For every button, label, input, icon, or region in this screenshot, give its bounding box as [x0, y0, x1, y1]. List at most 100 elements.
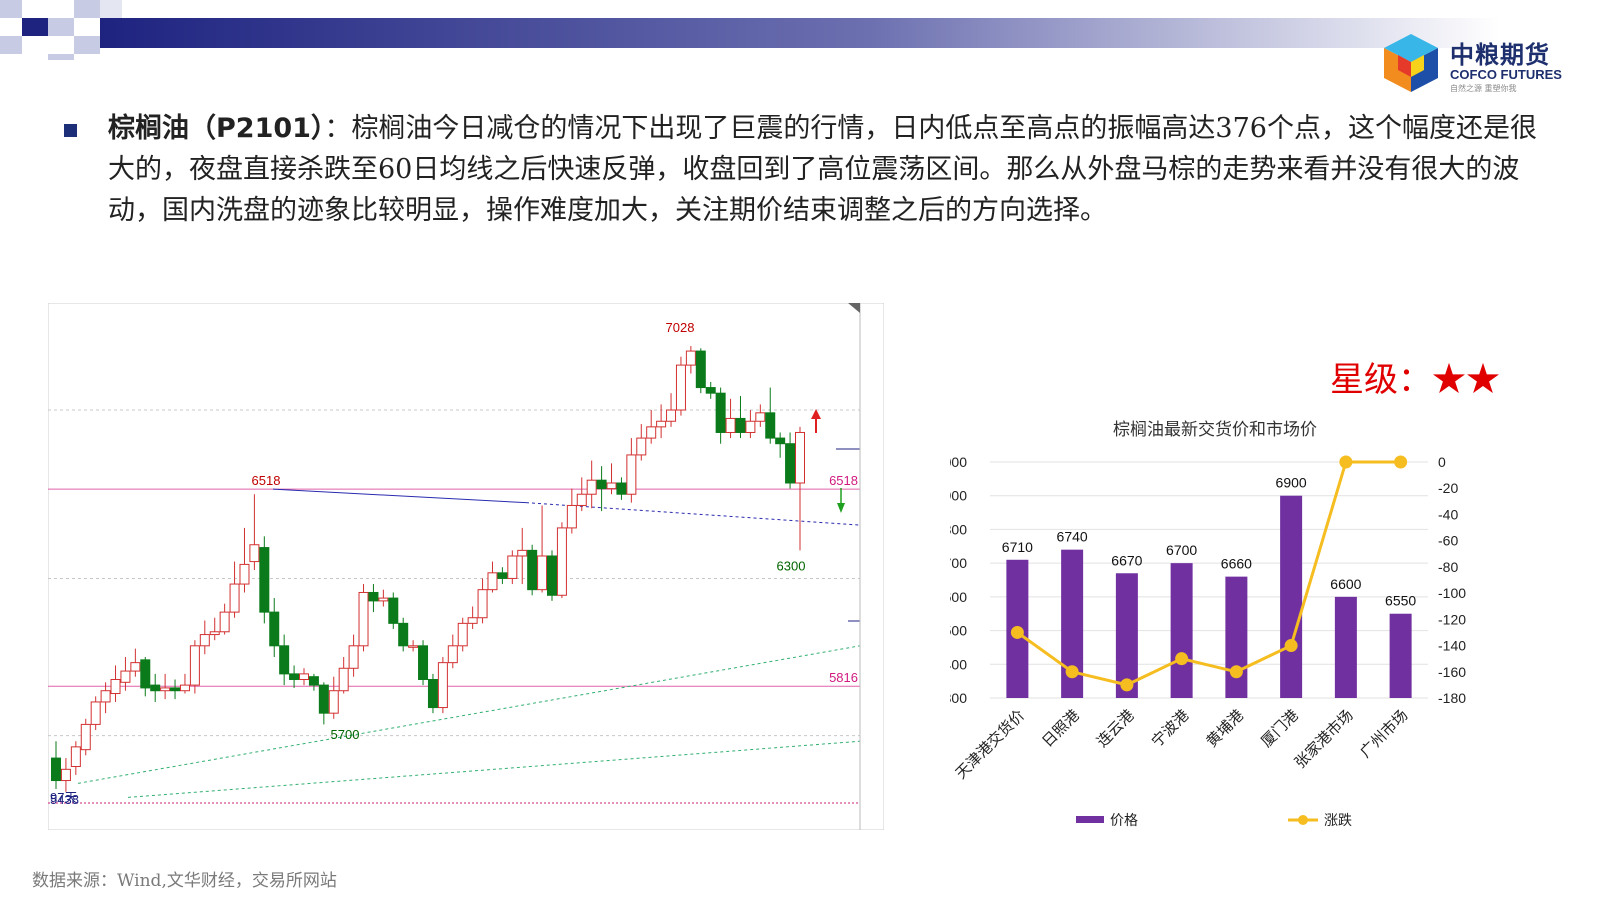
candle-body	[308, 676, 319, 686]
commentary-text: 棕榈油（P2101）：棕榈油今日减仓的情况下出现了巨震的行情，日内低点至高点的振…	[108, 108, 1548, 231]
right-tick-label: -40	[1438, 506, 1458, 522]
candle-body	[338, 667, 349, 692]
candle-body	[666, 409, 677, 422]
price-bar	[1061, 549, 1084, 698]
candle-body	[527, 549, 538, 591]
candle-body	[259, 547, 270, 613]
candle-body	[477, 589, 488, 619]
bar-data-label: 6740	[1057, 529, 1088, 545]
price-bar-line-chart: 棕榈油最新交货价和市场价 6300 6400 6500 6600 6700 6800 6900…	[950, 420, 1466, 829]
price-bar	[1280, 495, 1303, 698]
change-point	[1010, 625, 1024, 639]
category-label: 广州市场	[1356, 706, 1411, 761]
change-point	[1065, 665, 1079, 679]
change-point	[1339, 455, 1353, 469]
candle-body	[229, 583, 240, 613]
candle-body	[447, 645, 458, 664]
candle-body	[160, 687, 171, 692]
left-tick-label: 6700	[950, 555, 967, 571]
candle-body	[328, 690, 339, 714]
change-point	[1284, 639, 1298, 653]
kchart-support-line	[127, 740, 861, 798]
candle-body	[368, 591, 379, 602]
candle-body	[51, 757, 61, 782]
change-line	[1016, 460, 1401, 687]
candle-body	[90, 701, 101, 725]
candle-body	[695, 350, 706, 389]
candle-body	[120, 670, 131, 683]
rating-label: 星级：	[1330, 360, 1432, 400]
candle-body	[289, 673, 300, 680]
candle-body	[199, 634, 210, 647]
legend-swatch-price	[1076, 816, 1104, 823]
right-tick-label: -180	[1438, 690, 1466, 706]
category-label: 宁波港	[1148, 706, 1193, 751]
bar-data-label: 6600	[1330, 576, 1361, 592]
candle-body	[517, 549, 528, 557]
candle-body	[556, 527, 567, 596]
left-tick-label: 6800	[950, 521, 967, 537]
commentary-body: 棕榈油今日减仓的情况下出现了巨震的行情，日内低点至高点的振幅高达376个点，这个…	[108, 113, 1537, 226]
kchart-trend-line	[272, 488, 527, 504]
candle-body	[70, 746, 81, 768]
candle-body	[398, 622, 409, 647]
bar-data-label: 6670	[1111, 552, 1142, 568]
rating-stars: ★★	[1432, 360, 1500, 400]
kchart-support-line	[77, 645, 861, 784]
logo-name-cn: 中粮期货	[1450, 41, 1550, 69]
candle-body	[457, 622, 468, 647]
candle-body	[408, 645, 419, 648]
candle-body	[418, 645, 429, 680]
candle-body	[388, 597, 399, 624]
candle-body	[80, 723, 91, 751]
change-point	[1229, 665, 1243, 679]
candle-body	[715, 392, 726, 433]
right-tick-label: -100	[1438, 585, 1466, 601]
candle-body	[358, 591, 369, 647]
kchart-background	[48, 303, 884, 830]
kchart-annotation: 6300	[777, 558, 806, 573]
change-point	[1120, 678, 1134, 692]
kchart-annotation: 7028	[666, 320, 695, 335]
candle-body	[646, 426, 657, 439]
right-tick-label: 0	[1438, 454, 1446, 470]
category-label: 连云港	[1093, 706, 1138, 751]
right-tick-label: -140	[1438, 638, 1466, 654]
candle-body	[626, 454, 637, 495]
cube-logo-icon	[1384, 34, 1438, 92]
left-tick-label: 7000	[950, 454, 967, 470]
candle-body	[189, 645, 200, 686]
candle-body	[467, 617, 478, 624]
price-bar	[1170, 563, 1193, 698]
candle-body	[348, 645, 359, 669]
candle-body	[725, 417, 736, 433]
candle-body	[537, 555, 548, 591]
candle-body	[427, 678, 438, 709]
candle-body	[685, 350, 696, 366]
candle-body	[507, 555, 518, 579]
candle-body	[596, 479, 607, 490]
candle-body	[130, 662, 141, 672]
candle-body	[675, 364, 686, 411]
price-bar	[1389, 613, 1412, 698]
data-source-note: 数据来源：Wind,文华财经，交易所网站	[32, 871, 337, 891]
candle-body	[795, 431, 805, 484]
candle-body	[279, 645, 290, 675]
candle-body	[269, 611, 280, 647]
candle-body	[547, 555, 557, 596]
category-label: 张家港市场	[1291, 706, 1357, 772]
kchart-annotation: 5816	[829, 670, 858, 685]
candle-body	[239, 563, 250, 585]
kchart-annotation: 5438	[50, 792, 79, 807]
kchart-annotation: 5700	[331, 727, 360, 742]
right-tick-label: -80	[1438, 559, 1458, 575]
price-bar	[1115, 573, 1138, 698]
kchart-annotation: 6518	[252, 473, 281, 488]
bar-data-label: 6700	[1166, 542, 1197, 558]
logo-tagline: 自然之源 重塑你我	[1450, 84, 1517, 93]
candle-body	[150, 684, 161, 692]
change-point	[1175, 652, 1189, 666]
legend-label-price: 价格	[1110, 813, 1138, 829]
bar-data-label: 6900	[1276, 475, 1307, 491]
candle-body	[179, 684, 190, 692]
